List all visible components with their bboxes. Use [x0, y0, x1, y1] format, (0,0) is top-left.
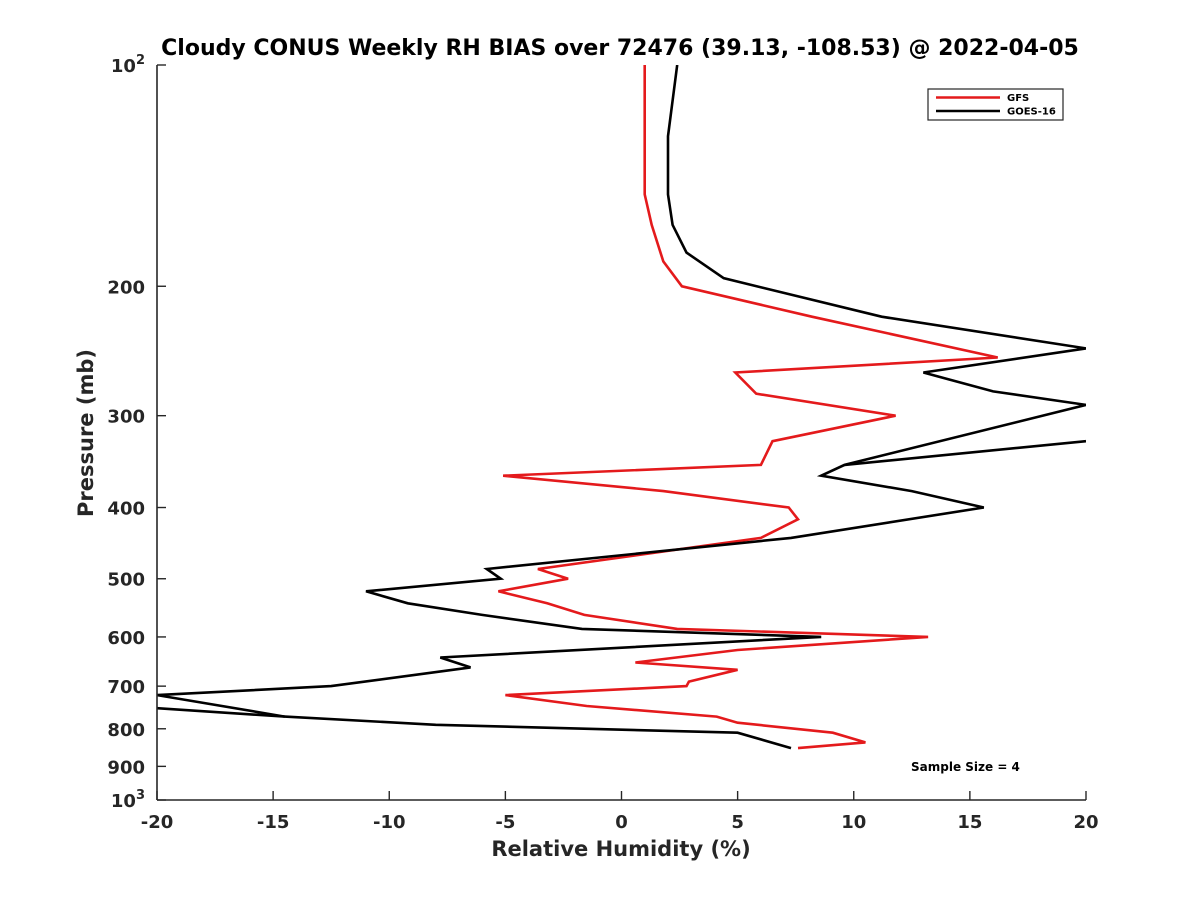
y-tick-label: 400	[107, 499, 145, 520]
y-axis-label: Pressure (mb)	[74, 349, 98, 517]
legend-label-goes16: GOES-16	[1007, 107, 1056, 118]
chart-title: Cloudy CONUS Weekly RH BIAS over 72476 (…	[161, 36, 1079, 61]
x-tick-label: 15	[957, 812, 982, 833]
series-segment-goes16	[157, 706, 285, 718]
sample-size-annotation: Sample Size = 4	[911, 760, 1020, 774]
x-tick-label: 0	[615, 812, 628, 833]
series-segment-goes16	[844, 439, 1086, 467]
x-tick-label: 20	[1073, 812, 1098, 833]
x-tick-label: 10	[841, 812, 866, 833]
y-axis-ticks: 102 200 300 400 500 600 700 800 900 103	[107, 53, 166, 812]
x-axis-label: Relative Humidity (%)	[491, 837, 750, 861]
y-tick-label: 500	[107, 570, 145, 591]
series-line-goes16	[157, 65, 1086, 750]
y-tick-label: 102	[111, 53, 145, 77]
x-tick-label: -15	[257, 812, 290, 833]
y-tick-label: 300	[107, 407, 145, 428]
legend-label-gfs: GFS	[1007, 93, 1029, 104]
y-tick-label: 200	[107, 277, 145, 298]
y-tick-label: 900	[107, 757, 145, 778]
y-tick-label: 103	[111, 788, 145, 812]
legend-box	[927, 88, 1064, 121]
x-tick-label: 5	[731, 812, 744, 833]
x-tick-label: -10	[373, 812, 406, 833]
legend: GFS GOES-16	[927, 88, 1064, 121]
series-layer	[157, 65, 1086, 750]
x-axis-ticks: -20 -15 -10 -5 0 5 10 15 20	[141, 791, 1099, 833]
y-tick-label: 800	[107, 720, 145, 741]
y-tick-label: 700	[107, 677, 145, 698]
x-tick-label: -20	[141, 812, 174, 833]
x-tick-label: -5	[495, 812, 515, 833]
series-line-gfs	[498, 65, 998, 750]
y-tick-label: 600	[107, 628, 145, 649]
